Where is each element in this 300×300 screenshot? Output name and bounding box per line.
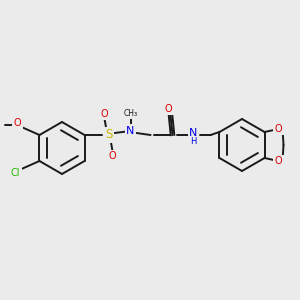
Text: O: O	[101, 109, 108, 119]
Text: N: N	[189, 128, 198, 138]
Text: Cl: Cl	[11, 168, 20, 178]
Text: S: S	[105, 128, 112, 142]
Text: N: N	[126, 126, 135, 136]
Text: O: O	[275, 124, 282, 134]
Text: CH₃: CH₃	[124, 110, 138, 118]
Text: O: O	[109, 151, 116, 161]
Text: O: O	[14, 118, 21, 128]
Text: O: O	[275, 156, 282, 166]
Text: O: O	[165, 104, 172, 114]
Text: H: H	[190, 137, 197, 146]
